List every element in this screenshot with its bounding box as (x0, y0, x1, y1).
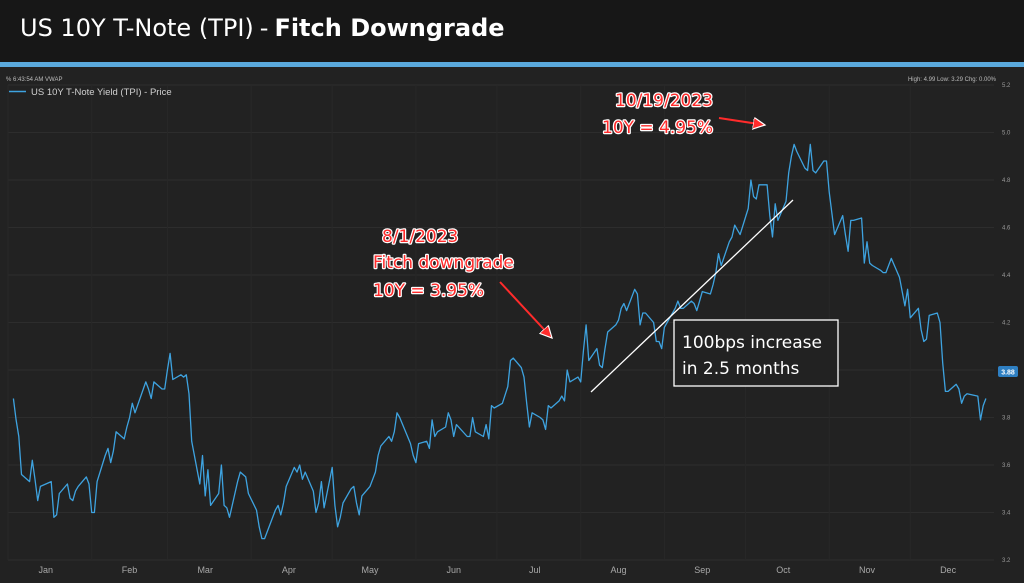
fitch-value-label: 10Y = 3.95% (373, 281, 484, 301)
x-tick-label: Oct (776, 565, 791, 575)
header-bar: US 10Y T-Note (TPI) - Fitch Downgrade (0, 0, 1024, 62)
accent-divider (0, 62, 1024, 67)
x-tick-label: Jul (529, 565, 541, 575)
y-tick-label: 4.6 (1002, 226, 1011, 232)
high-low-info: High: 4.99 Low: 3.29 Chg: 0.00% (908, 77, 997, 83)
trend-line (590, 199, 794, 393)
y-tick-label: 5.2 (1002, 83, 1011, 89)
x-tick-label: Mar (197, 565, 213, 575)
y-tick-label: 4.4 (1002, 273, 1011, 279)
annotation-box (673, 319, 839, 387)
y-tick-label: 3.2 (1002, 558, 1011, 564)
last-value-badge: 3.88 (998, 366, 1018, 377)
chart-panel: 3.23.43.63.84.04.24.44.64.85.05.2 JanFeb… (0, 67, 1024, 583)
annotation-box-line2: in 2.5 months (682, 359, 800, 379)
x-tick-label: Nov (859, 565, 876, 575)
x-tick-label: Jun (446, 565, 461, 575)
price-chart: 3.23.43.63.84.04.24.44.64.85.05.2 JanFeb… (6, 77, 1018, 575)
peak-arrow (718, 117, 765, 125)
x-tick-label: Sep (694, 565, 710, 575)
title-main: US 10Y T-Note (TPI) (20, 14, 254, 42)
y-tick-label: 3.6 (1002, 463, 1011, 469)
y-tick-label: 5.0 (1002, 131, 1011, 137)
peak-date-label: 10/19/2023 (615, 91, 713, 111)
last-value-badge-bg (998, 366, 1018, 377)
grid (7, 84, 994, 561)
y-tick-label: 4.8 (1002, 178, 1011, 184)
title-separator: - (259, 14, 269, 42)
x-tick-label: Jan (39, 565, 54, 575)
fitch-arrow (499, 281, 552, 338)
annotation-box-line1: 100bps increase (682, 333, 822, 353)
x-tick-label: May (361, 565, 379, 575)
x-tick-label: Dec (940, 565, 957, 575)
fitch-text-label: Fitch downgrade (373, 253, 514, 273)
y-tick-label: 3.8 (1002, 416, 1011, 422)
series-line-10y-yield (12, 143, 987, 540)
page-title: US 10Y T-Note (TPI) - Fitch Downgrade (20, 14, 505, 42)
fitch-date-label: 8/1/2023 (382, 227, 458, 247)
x-axis-ticks: Jan Feb Mar Apr May Jun Jul Aug Sep Oct Nov Dec (39, 565, 957, 575)
session-info: % 6:43:54 AM VWAP (6, 77, 62, 83)
x-tick-label: Apr (282, 565, 296, 575)
chart-legend: US 10Y T-Note Yield (TPI) - Price (9, 87, 172, 98)
last-value-text: 3.88 (1001, 370, 1015, 377)
y-tick-label: 3.4 (1002, 511, 1011, 517)
legend-series-label: US 10Y T-Note Yield (TPI) - Price (31, 87, 172, 98)
x-tick-label: Aug (611, 565, 627, 575)
title-bold: Fitch Downgrade (274, 14, 505, 42)
x-tick-label: Feb (122, 565, 138, 575)
y-axis-ticks: 3.23.43.63.84.04.24.44.64.85.05.2 (1002, 83, 1011, 564)
peak-value-label: 10Y = 4.95% (602, 118, 713, 138)
y-tick-label: 4.2 (1002, 321, 1011, 327)
